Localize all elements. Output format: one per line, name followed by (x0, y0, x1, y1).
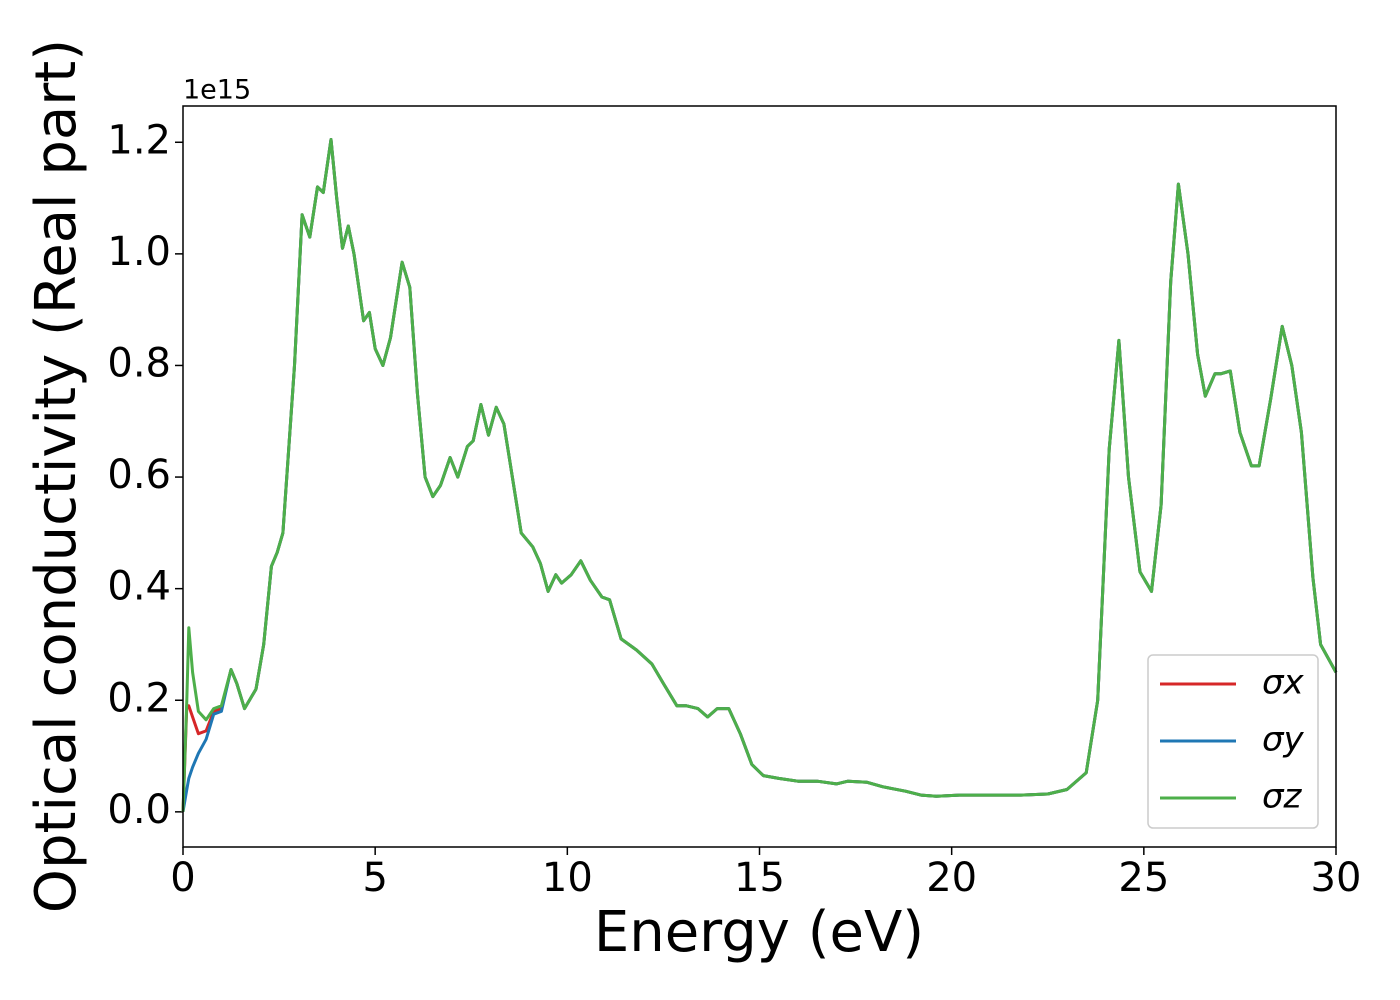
legend-label: σy (1262, 720, 1305, 760)
y-tick-label: 0.4 (107, 564, 171, 610)
plot-frame (182, 105, 1337, 848)
legend-label: σx (1262, 663, 1305, 703)
y-tick-label: 0.6 (107, 452, 171, 498)
x-axis-label: Energy (eV) (594, 900, 924, 965)
x-tick-label: 30 (1311, 855, 1362, 901)
x-tick-label: 0 (170, 855, 195, 901)
offset-text: 1e15 (183, 75, 251, 106)
x-tick-label: 20 (926, 855, 977, 901)
y-axis-label: Optical conductivity (Real part) (24, 39, 89, 913)
x-tick-label: 5 (362, 855, 387, 901)
x-tick-label: 25 (1118, 855, 1169, 901)
y-tick-label: 0.0 (107, 787, 171, 833)
y-tick-label: 1.2 (107, 117, 171, 163)
y-tick-label: 1.0 (107, 229, 171, 275)
y-tick-label: 0.8 (107, 340, 171, 386)
y-tick-label: 0.2 (107, 675, 171, 721)
x-tick-label: 10 (542, 855, 593, 901)
legend-label: σz (1262, 777, 1303, 817)
x-tick-label: 15 (734, 855, 785, 901)
series-line (181, 138, 1338, 812)
